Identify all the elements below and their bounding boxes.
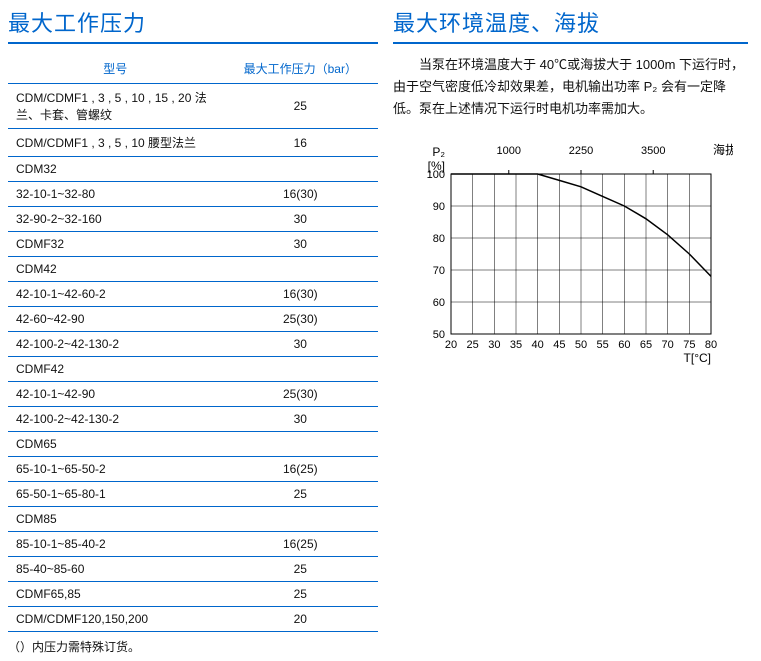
body-paragraph: 当泵在环境温度大于 40℃或海拔大于 1000m 下运行时，由于空气密度低冷却效… <box>393 54 748 120</box>
cell-model: CDMF65,85 <box>8 582 223 607</box>
right-section-title: 最大环境温度、海拔 <box>393 6 748 44</box>
svg-text:60: 60 <box>618 339 630 351</box>
svg-text:40: 40 <box>532 339 544 351</box>
svg-text:1000: 1000 <box>497 145 521 157</box>
table-row: 42-100-2~42-130-230 <box>8 407 378 432</box>
cell-value: 16(25) <box>223 457 378 482</box>
cell-value: 16(30) <box>223 182 378 207</box>
table-row: 42-10-1~42-60-216(30) <box>8 282 378 307</box>
cell-model: 42-60~42-90 <box>8 307 223 332</box>
cell-model: 42-10-1~42-60-2 <box>8 282 223 307</box>
table-row: 32-10-1~32-8016(30) <box>8 182 378 207</box>
table-row: CDMF65,8525 <box>8 582 378 607</box>
cell-value: 25(30) <box>223 382 378 407</box>
svg-text:90: 90 <box>433 201 445 213</box>
cell-model: 65-50-1~65-80-1 <box>8 482 223 507</box>
svg-text:60: 60 <box>433 297 445 309</box>
cell-value: 30 <box>223 207 378 232</box>
table-row: 65-50-1~65-80-125 <box>8 482 378 507</box>
cell-model: 65-10-1~65-50-2 <box>8 457 223 482</box>
table-row: 42-60~42-9025(30) <box>8 307 378 332</box>
cell-model: CDMF42 <box>8 357 378 382</box>
cell-model: 85-10-1~85-40-2 <box>8 532 223 557</box>
cell-model: CDM32 <box>8 157 378 182</box>
cell-model: CDM85 <box>8 507 378 532</box>
left-column: 最大工作压力 型号 最大工作压力（bar） CDM/CDMF1 , 3 , 5 … <box>8 6 378 655</box>
svg-text:2250: 2250 <box>569 145 593 157</box>
cell-model: CDM65 <box>8 432 378 457</box>
cell-model: CDM/CDMF120,150,200 <box>8 607 223 632</box>
left-section-title: 最大工作压力 <box>8 6 378 44</box>
chart-svg: 202530354045505560657075805060708090100P… <box>403 134 733 374</box>
table-row: CDM85 <box>8 507 378 532</box>
svg-text:3500: 3500 <box>641 145 665 157</box>
svg-text:45: 45 <box>553 339 565 351</box>
cell-value: 16(30) <box>223 282 378 307</box>
cell-model: 42-10-1~42-90 <box>8 382 223 407</box>
cell-model: 32-90-2~32-160 <box>8 207 223 232</box>
svg-text:70: 70 <box>662 339 674 351</box>
col-header-pressure: 最大工作压力（bar） <box>223 54 378 84</box>
table-row: CDM65 <box>8 432 378 457</box>
table-row: 32-90-2~32-16030 <box>8 207 378 232</box>
table-row: 42-100-2~42-130-230 <box>8 332 378 357</box>
svg-text:20: 20 <box>445 339 457 351</box>
table-row: CDM/CDMF1 , 3 , 5 , 10 腰型法兰16 <box>8 129 378 157</box>
svg-text:P₂: P₂ <box>432 145 445 159</box>
cell-value: 25 <box>223 557 378 582</box>
cell-value: 25(30) <box>223 307 378 332</box>
cell-value: 25 <box>223 582 378 607</box>
right-column: 最大环境温度、海拔 当泵在环境温度大于 40℃或海拔大于 1000m 下运行时，… <box>393 6 748 655</box>
cell-model: CDM/CDMF1 , 3 , 5 , 10 腰型法兰 <box>8 129 223 157</box>
table-row: 65-10-1~65-50-216(25) <box>8 457 378 482</box>
cell-model: 42-100-2~42-130-2 <box>8 332 223 357</box>
svg-text:75: 75 <box>683 339 695 351</box>
svg-text:50: 50 <box>433 329 445 341</box>
cell-model: CDM/CDMF1 , 3 , 5 , 10 , 15 , 20 法兰、卡套、管… <box>8 84 223 129</box>
svg-text:35: 35 <box>510 339 522 351</box>
table-row: CDM/CDMF120,150,20020 <box>8 607 378 632</box>
cell-model: CDM42 <box>8 257 378 282</box>
cell-value: 16 <box>223 129 378 157</box>
cell-value: 30 <box>223 332 378 357</box>
table-row: 42-10-1~42-9025(30) <box>8 382 378 407</box>
table-row: 85-40~85-6025 <box>8 557 378 582</box>
cell-model: 42-100-2~42-130-2 <box>8 407 223 432</box>
table-row: CDM42 <box>8 257 378 282</box>
cell-value: 20 <box>223 607 378 632</box>
table-row: CDMF42 <box>8 357 378 382</box>
table-row: 85-10-1~85-40-216(25) <box>8 532 378 557</box>
svg-text:70: 70 <box>433 265 445 277</box>
cell-value: 16(25) <box>223 532 378 557</box>
svg-text:25: 25 <box>467 339 479 351</box>
svg-text:50: 50 <box>575 339 587 351</box>
svg-text:80: 80 <box>705 339 717 351</box>
svg-text:30: 30 <box>488 339 500 351</box>
svg-text:海拔[m]: 海拔[m] <box>713 142 733 157</box>
table-footnote: （）内压力需特殊订货。 <box>8 638 378 655</box>
svg-text:[%]: [%] <box>428 159 445 173</box>
svg-text:T[°C]: T[°C] <box>684 351 711 365</box>
cell-value: 25 <box>223 482 378 507</box>
table-row: CDMF3230 <box>8 232 378 257</box>
svg-text:65: 65 <box>640 339 652 351</box>
cell-value: 30 <box>223 407 378 432</box>
cell-model: 32-10-1~32-80 <box>8 182 223 207</box>
cell-value: 30 <box>223 232 378 257</box>
cell-model: CDMF32 <box>8 232 223 257</box>
cell-model: 85-40~85-60 <box>8 557 223 582</box>
svg-text:80: 80 <box>433 233 445 245</box>
svg-text:55: 55 <box>597 339 609 351</box>
pressure-table: 型号 最大工作压力（bar） CDM/CDMF1 , 3 , 5 , 10 , … <box>8 54 378 632</box>
table-row: CDM32 <box>8 157 378 182</box>
cell-value: 25 <box>223 84 378 129</box>
derating-chart: 202530354045505560657075805060708090100P… <box>403 134 748 374</box>
col-header-model: 型号 <box>8 54 223 84</box>
table-row: CDM/CDMF1 , 3 , 5 , 10 , 15 , 20 法兰、卡套、管… <box>8 84 378 129</box>
